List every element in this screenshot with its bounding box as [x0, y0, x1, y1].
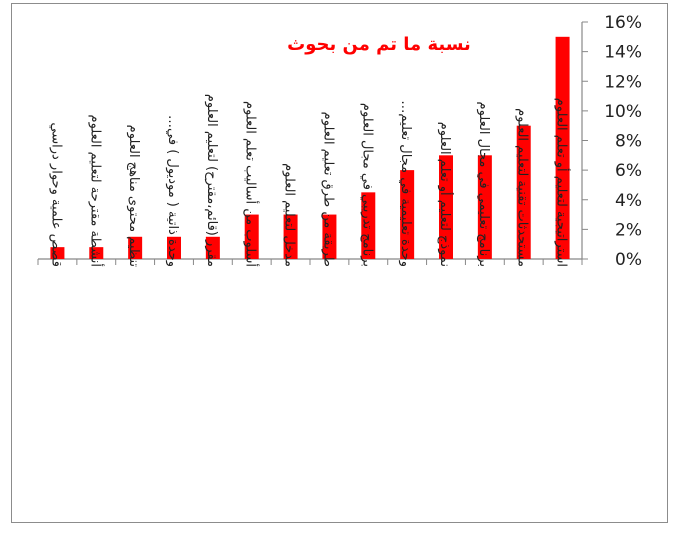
bar: [555, 36, 570, 259]
bar: [400, 170, 415, 259]
category-label: أنشطة مقترحة لتعليم العلوم: [87, 115, 104, 267]
bar: [167, 236, 181, 259]
bar: [516, 125, 531, 259]
bar: [439, 155, 453, 259]
y-tick-label: 4%: [615, 191, 642, 211]
y-tick-label: 12%: [604, 72, 642, 92]
category-label: استراتيجية لتعليم أو تعلم العلوم: [554, 98, 571, 267]
y-tick-label: 2%: [615, 220, 642, 240]
chart-title: نسبة ما تم من بحوث: [287, 34, 471, 55]
bar: [244, 214, 259, 259]
bar: [322, 214, 337, 259]
bar: [205, 236, 220, 259]
bar: [50, 247, 65, 259]
category-label: مستحدثات تقنية لتعليم العلوم: [515, 108, 530, 267]
bar: [283, 214, 298, 259]
chart-frame: نسبة ما تم من بحوث 0% 2% 4% 6% 8% 10% 12% 14% 16…: [11, 3, 668, 523]
category-label: تنظيم محتوى مناهج العلوم: [126, 125, 141, 268]
bar: [361, 192, 376, 259]
bar: [477, 155, 492, 259]
y-tick-label: 6%: [615, 161, 642, 181]
y-tick-label: 10%: [604, 102, 642, 122]
category-label: برنامج تدريبي في مجال العلوم: [359, 103, 374, 267]
category-label: نموذج لتعليم أو تعلم العلوم: [437, 122, 454, 267]
category-label: طريقة من طرق تعليم العلوم: [320, 112, 335, 267]
category-label: أسلوب من أساليب تعلم العلوم: [243, 101, 260, 267]
y-tick-label: 0%: [615, 250, 642, 270]
y-tick-label: 16%: [604, 13, 642, 33]
category-label: مقرر (قائم،مقترح) لتعليم العلوم: [204, 94, 219, 267]
category-label: وحدة ذاتية ( موديول ) في…: [165, 115, 180, 267]
bar: [89, 247, 104, 259]
y-tick-label: 8%: [615, 132, 642, 152]
y-tick-label: 14%: [604, 43, 642, 63]
bar: [128, 236, 143, 259]
category-label: برنامج تعليمي في مجال العلوم: [476, 102, 491, 267]
category-label: قصص علمية وحوار دراسي: [48, 122, 63, 267]
category-label: مدخل لتعليم العلوم: [282, 163, 297, 267]
bar-chart: نسبة ما تم من بحوث 0% 2% 4% 6% 8% 10% 12% 14% 16…: [37, 13, 642, 270]
category-label: وحدة تعليمية في مجال تعليم…: [398, 100, 413, 267]
